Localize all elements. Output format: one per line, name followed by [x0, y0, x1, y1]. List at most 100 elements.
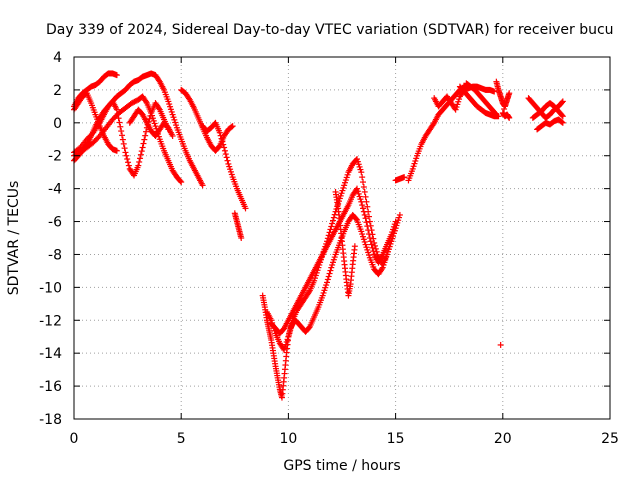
data-point	[354, 185, 361, 192]
data-point	[501, 105, 508, 112]
data-point	[330, 256, 337, 263]
data-point	[392, 218, 399, 225]
y-tick-label: -2	[48, 149, 62, 165]
data-point	[559, 113, 566, 120]
data-point	[388, 231, 395, 238]
data-point	[329, 259, 336, 266]
data-point	[358, 169, 365, 176]
data-point	[360, 179, 367, 186]
data-point	[117, 123, 124, 130]
data-points	[71, 70, 566, 401]
data-point	[338, 190, 345, 197]
data-point	[362, 215, 369, 222]
data-point	[391, 221, 398, 228]
data-point	[369, 244, 376, 251]
data-point	[360, 183, 367, 190]
data-point	[361, 211, 368, 218]
plot-frame	[73, 56, 611, 420]
data-point	[287, 323, 294, 330]
data-point	[503, 98, 510, 105]
data-point	[226, 163, 233, 170]
data-point	[282, 341, 289, 348]
data-point	[328, 264, 335, 271]
data-point	[344, 171, 351, 178]
y-tick-label: 2	[53, 83, 62, 99]
data-point	[286, 330, 293, 337]
data-point	[140, 140, 147, 147]
data-point	[217, 132, 224, 139]
data-point	[357, 166, 364, 173]
y-tick-label: -16	[39, 379, 62, 395]
y-tick-label: -14	[39, 346, 62, 362]
data-point	[354, 156, 361, 163]
data-point	[288, 320, 295, 327]
data-point	[137, 151, 144, 158]
data-point	[362, 193, 369, 200]
data-point	[284, 336, 291, 343]
data-point	[356, 193, 363, 200]
data-point	[169, 132, 176, 139]
x-tick-label: 15	[387, 431, 405, 447]
x-axis-label: GPS time / hours	[283, 458, 400, 474]
data-point	[199, 182, 206, 189]
data-point	[281, 346, 288, 353]
data-point	[358, 198, 365, 205]
data-point	[365, 227, 372, 234]
data-point	[342, 177, 349, 184]
data-point	[138, 148, 145, 155]
data-point	[340, 184, 347, 191]
data-point	[330, 214, 337, 221]
x-tick-label: 25	[601, 431, 619, 447]
data-point	[365, 249, 372, 256]
data-point	[118, 128, 125, 135]
data-point	[113, 106, 120, 113]
data-point	[493, 111, 500, 118]
data-point	[141, 136, 148, 143]
data-point	[558, 119, 565, 126]
data-point	[360, 233, 367, 240]
data-point	[135, 162, 142, 169]
x-tick-label: 20	[494, 431, 512, 447]
data-point	[502, 102, 509, 109]
data-point	[353, 215, 360, 222]
data-point	[455, 98, 462, 105]
data-point	[119, 132, 126, 139]
data-point	[363, 244, 370, 251]
data-point	[370, 248, 377, 255]
data-point	[389, 229, 396, 236]
data-point	[322, 284, 329, 291]
data-point	[173, 122, 180, 129]
data-point	[125, 159, 132, 166]
data-point	[224, 157, 231, 164]
data-point	[155, 105, 162, 112]
data-point	[364, 246, 371, 253]
data-point	[558, 112, 565, 119]
data-point	[229, 123, 236, 130]
y-tick-label: -8	[48, 247, 62, 263]
data-point	[559, 119, 566, 126]
data-point	[150, 117, 157, 124]
data-point	[506, 90, 513, 97]
data-point	[351, 243, 358, 250]
data-point	[360, 205, 367, 212]
data-point	[287, 327, 294, 334]
data-point	[172, 119, 179, 126]
data-point	[169, 111, 176, 118]
data-point	[329, 261, 336, 268]
data-point	[412, 157, 419, 164]
data-point	[228, 123, 235, 130]
data-point	[361, 188, 368, 195]
data-point	[366, 218, 373, 225]
data-point	[401, 174, 408, 181]
data-point	[363, 219, 370, 226]
data-point	[120, 140, 127, 147]
data-point	[413, 155, 420, 162]
data-point	[356, 163, 363, 170]
data-point	[147, 112, 154, 119]
data-point	[115, 115, 122, 122]
data-point	[119, 136, 126, 143]
data-point	[390, 226, 397, 233]
data-point	[122, 149, 129, 156]
data-point	[218, 135, 225, 142]
data-point	[456, 96, 463, 103]
